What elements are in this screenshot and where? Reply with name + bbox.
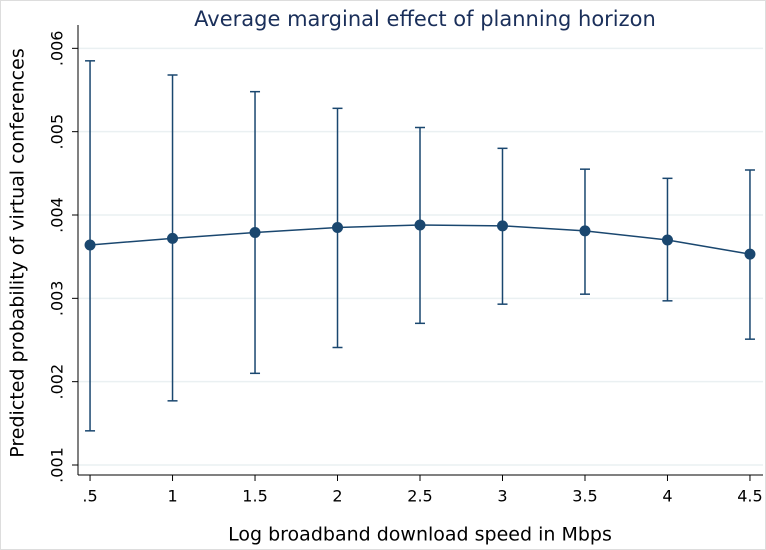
point (84, 239, 96, 251)
x-tick-label: 1.5 (242, 487, 267, 506)
x-tick-label: .5 (82, 487, 97, 506)
y-tick-label: .001 (48, 447, 67, 483)
x-tick-label: 4 (662, 487, 672, 506)
chart-title: Average marginal effect of planning hori… (194, 7, 656, 31)
point (167, 232, 179, 244)
x-axis-label: Log broadband download speed in Mbps (228, 524, 612, 546)
point (249, 227, 261, 238)
point (496, 220, 508, 232)
y-axis-label: Predicted probability of virtual confere… (7, 48, 29, 457)
x-tick-label: 3 (497, 487, 507, 506)
point (414, 219, 426, 231)
x-tick-label: 4.5 (737, 487, 762, 506)
x-tick-label: 2 (332, 487, 342, 506)
x-tick-label: 3.5 (572, 487, 597, 506)
x-tick-label: 2.5 (407, 487, 432, 506)
y-tick-label: .006 (48, 31, 67, 67)
y-tick-label: .002 (48, 364, 67, 400)
x-tick-label: 1 (167, 487, 177, 506)
point (332, 222, 344, 233)
y-tick-label: .005 (48, 114, 67, 150)
point (579, 225, 591, 237)
y-tick-label: .004 (48, 197, 67, 233)
y-tick-label: .003 (48, 281, 67, 317)
point (661, 234, 673, 246)
point (744, 248, 756, 260)
